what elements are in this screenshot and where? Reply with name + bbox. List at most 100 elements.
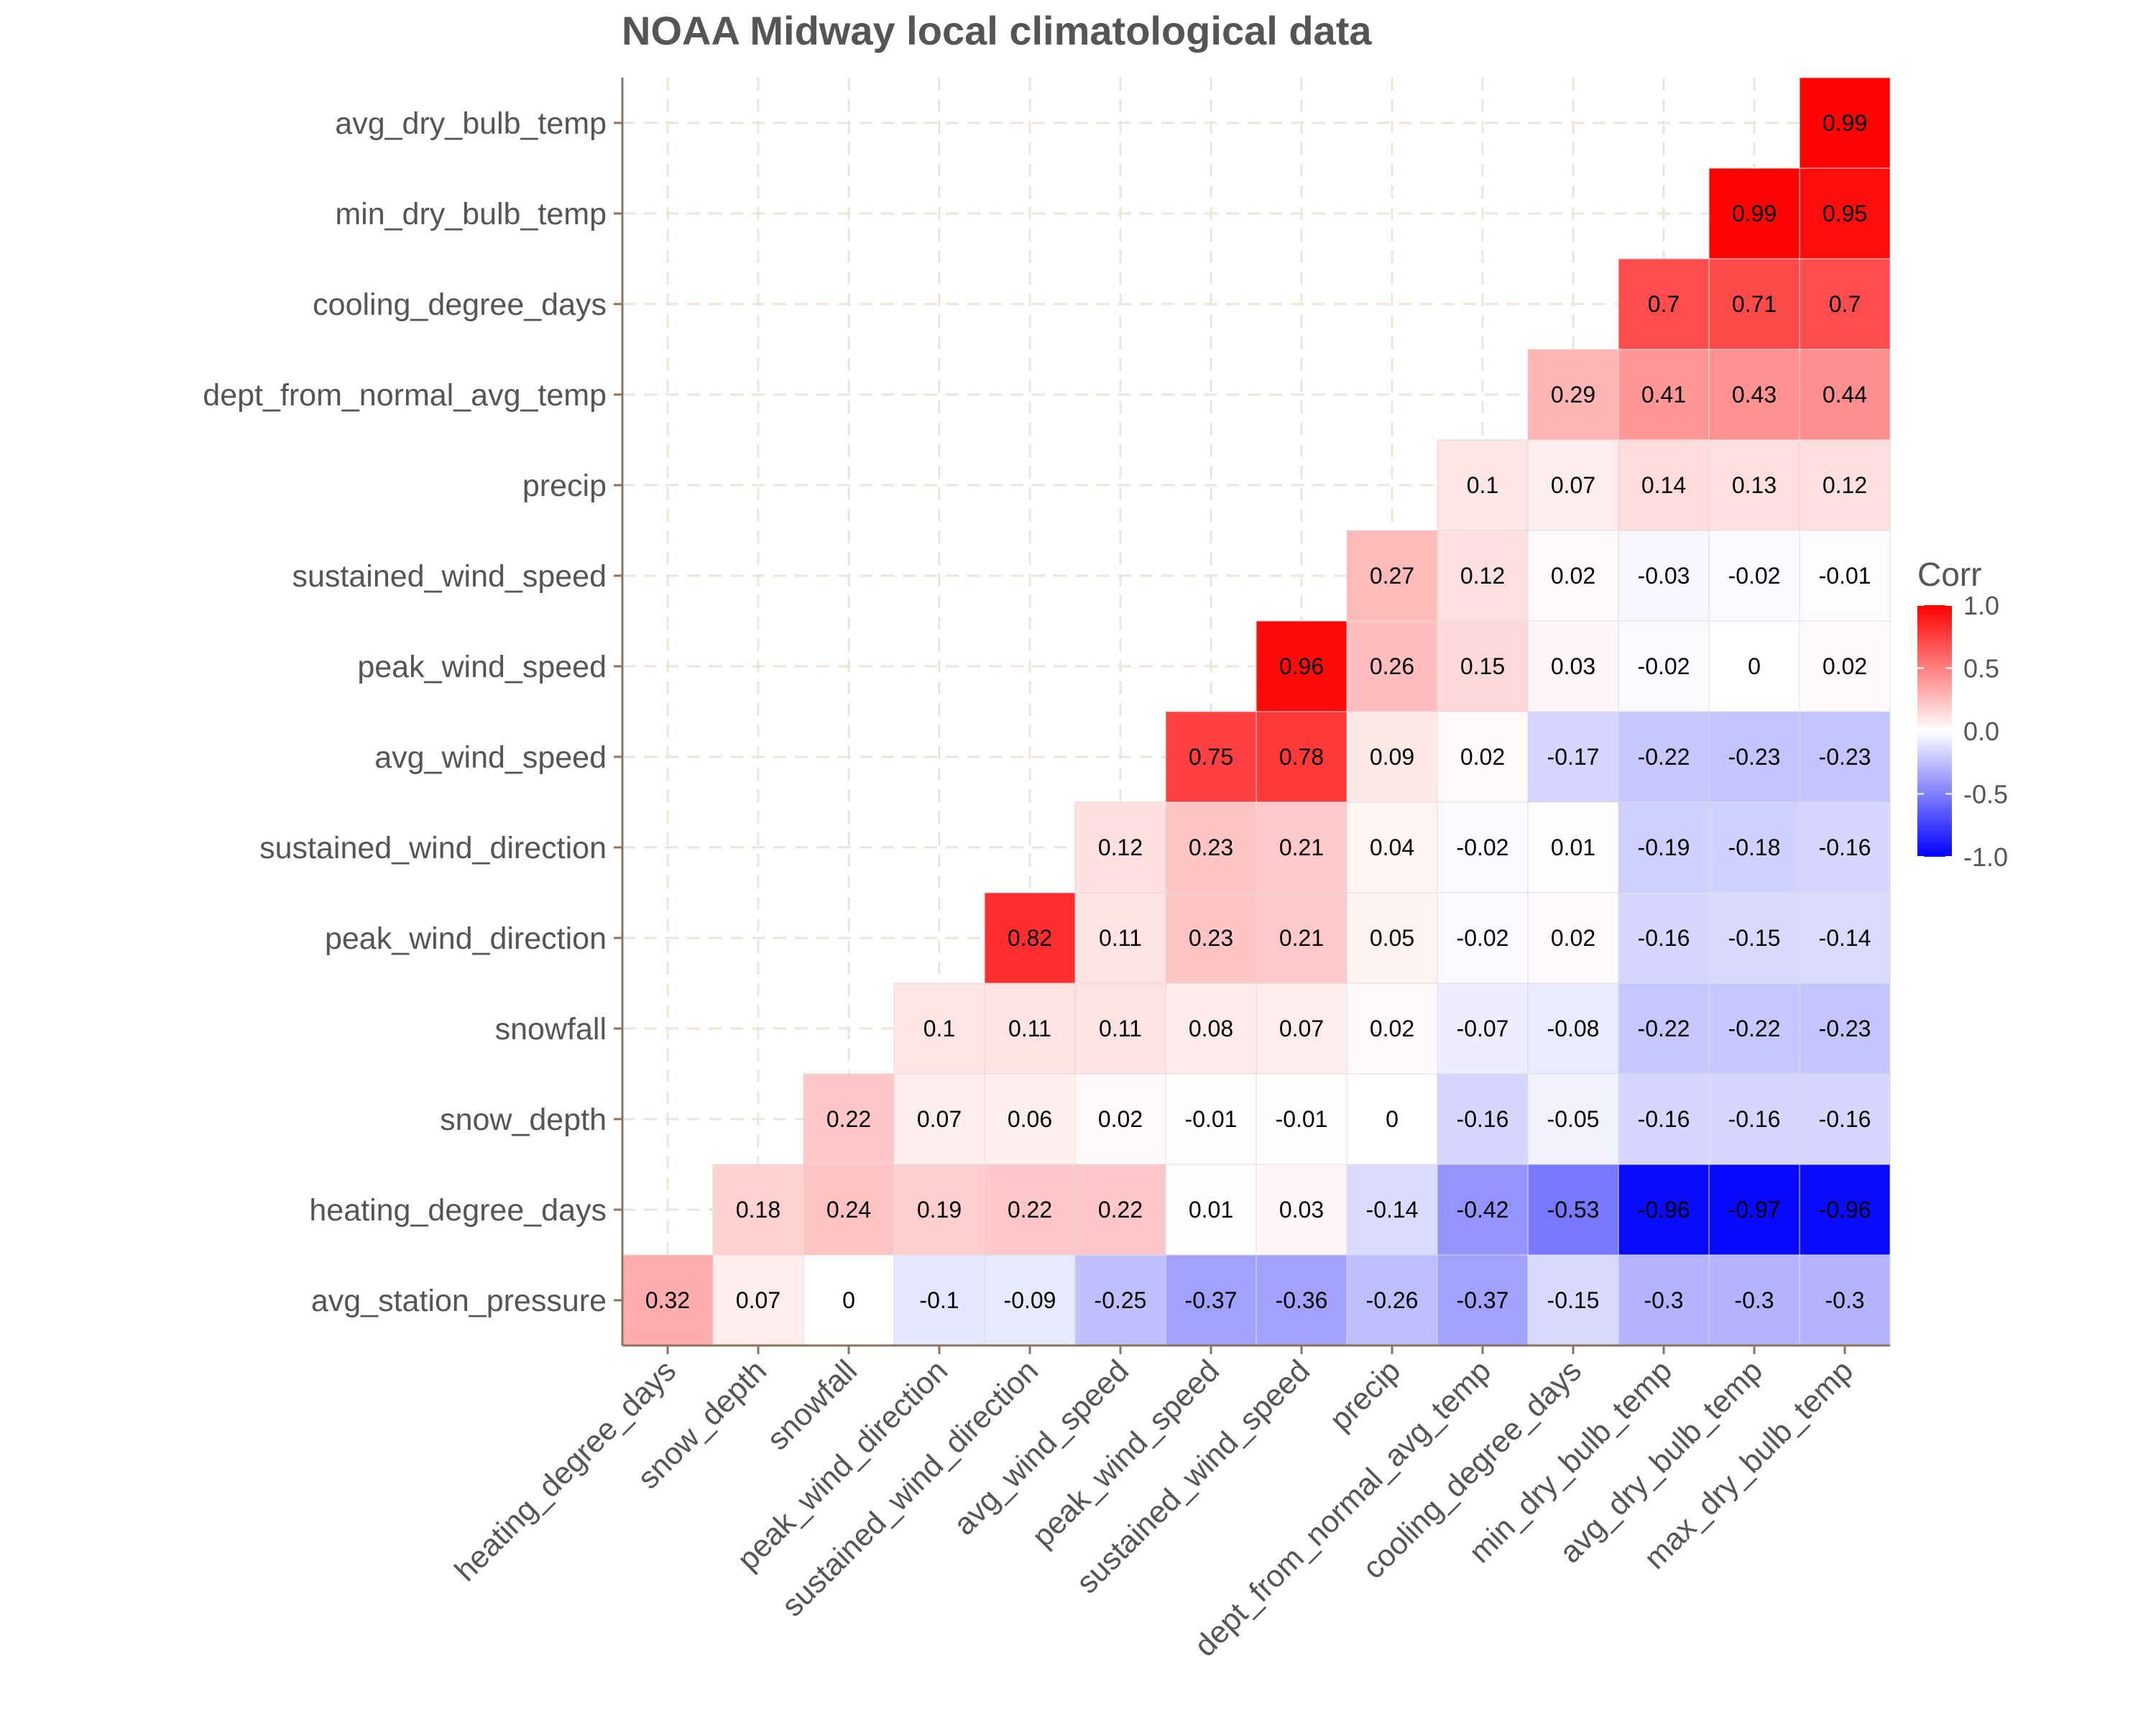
heatmap-cell [1527,1164,1619,1256]
cell-value-label: 0.01 [1189,1197,1233,1223]
cell-value-label: -0.15 [1547,1287,1600,1313]
cell-value-label: -0.36 [1276,1287,1328,1313]
heatmap-cell [1799,439,1891,531]
heatmap-cell [1799,711,1891,803]
cell-value-label: 0.11 [1008,1016,1051,1041]
heatmap-cell [712,1254,804,1346]
cell-value-label: 0.96 [1279,653,1324,679]
cell-value-label: 0.11 [1099,1016,1142,1041]
cell-value-label: -0.26 [1366,1287,1419,1313]
cell-value-label: 0.22 [826,1106,871,1132]
heatmap-cell [1346,1254,1438,1346]
cell-value-label: 0.22 [1008,1197,1052,1223]
cell-value-label: -0.1 [919,1287,959,1313]
heatmap-cell [1437,983,1529,1075]
cell-value-label: 0.02 [1551,925,1595,951]
heatmap-cell [984,1164,1076,1256]
y-tick-label: avg_station_pressure [311,1284,607,1318]
cell-value-label: 0.02 [1460,744,1505,770]
heatmap-cell [1437,620,1529,712]
heatmap-cell [1256,1164,1348,1256]
cell-value-label: -0.16 [1457,1106,1509,1132]
cell-value-label: 0.04 [1370,834,1414,860]
heatmap-cell [1527,892,1619,984]
cell-value-label: 0.23 [1189,834,1233,860]
cell-value-label: -0.14 [1819,925,1871,951]
cell-value-label: 0.32 [645,1287,690,1313]
heatmap-cell [893,1164,985,1256]
heatmap-cell [1346,801,1438,893]
cell-value-label: -0.03 [1638,563,1690,589]
cell-value-label: -0.96 [1819,1197,1871,1223]
y-tick-label: precip [522,469,607,503]
heatmap-cell [1618,892,1710,984]
y-tick-label: snowfall [495,1012,607,1046]
heatmap-cell [1165,711,1257,803]
cell-value-label: -0.05 [1547,1106,1600,1132]
cell-value-label: -0.3 [1825,1287,1864,1313]
heatmap-cell [1074,1073,1166,1165]
heatmap-cell [1618,258,1710,350]
heatmap-cell [1165,801,1257,893]
cell-value-label: -0.19 [1638,834,1690,860]
cell-value-label: 0.02 [1098,1106,1143,1132]
heatmap-cell [1618,801,1710,893]
heatmap-cell [1437,711,1529,803]
cell-value-label: 0.13 [1732,472,1777,498]
cell-value-label: -0.23 [1819,744,1871,770]
cell-value-label: 0.15 [1460,653,1505,679]
cell-value-label: 0.03 [1279,1197,1324,1223]
heatmap-cell [1618,439,1710,531]
heatmap-cell [1799,530,1891,622]
cell-value-label: 0.21 [1279,925,1324,951]
cell-value-label: 0.12 [1460,563,1505,589]
heatmap-cell [1437,1073,1529,1165]
cell-value-label: 0.07 [1279,1016,1324,1041]
legend-tick-label: -0.5 [1963,780,2008,809]
heatmap-cell [1256,801,1348,893]
cell-value-label: -0.3 [1734,1287,1774,1313]
heatmap-cell [1256,620,1348,712]
heatmap-cell [1527,983,1619,1075]
heatmap-cell [1799,1164,1891,1256]
heatmap-cell [1799,1254,1891,1346]
cell-value-label: 0.08 [1189,1016,1233,1041]
y-tick-label: snow_depth [440,1103,607,1137]
cell-value-label: -0.96 [1638,1197,1690,1223]
cell-value-label: 0.24 [826,1197,871,1223]
heatmap-cell [1799,349,1891,441]
heatmap-cell [893,983,985,1075]
legend: Corr 1.0 0.5 0.0 -0.5 -1.0 [1917,556,2008,872]
cell-value-label: 0.82 [1008,925,1052,951]
legend-tick-label: 0.5 [1963,654,1999,684]
cell-value-label: 0.1 [923,1016,955,1041]
heatmap-cell [1437,1254,1529,1346]
cell-value-label: -0.08 [1547,1016,1600,1041]
cell-value-label: 0.71 [1732,291,1777,317]
heatmap-cell [1708,258,1800,350]
heatmap-cells: 0.32 0.07 0 -0.1 -0.09 -0.25 -0.37 -0.36 -0.26 -0… [622,77,1891,1346]
heatmap-cell [803,1073,895,1165]
heatmap-cell [1074,892,1166,984]
cell-value-label: 0.05 [1370,925,1414,951]
cell-value-label: -0.23 [1728,744,1781,770]
cell-value-label: 0.78 [1279,744,1324,770]
cell-value-label: -0.18 [1728,834,1781,860]
cell-value-label: 0.1 [1467,472,1498,498]
cell-value-label: 0.26 [1370,653,1414,679]
legend-title: Corr [1917,556,1981,593]
heatmap-cell [803,1254,895,1346]
heatmap-cell [1074,1254,1166,1346]
cell-value-label: 0.27 [1370,563,1414,589]
heatmap-cell [1074,1164,1166,1256]
heatmap-cell [1437,1164,1529,1256]
y-tick-label: cooling_degree_days [313,288,607,322]
cell-value-label: 0.09 [1370,744,1414,770]
cell-value-label: 0.29 [1551,382,1595,408]
cell-value-label: -0.22 [1638,1016,1690,1041]
cell-value-label: -0.07 [1457,1016,1509,1041]
cell-value-label: 0.75 [1189,744,1233,770]
y-tick-label: min_dry_bulb_temp [335,197,607,231]
heatmap-cell [1165,1073,1257,1165]
cell-value-label: 0.18 [736,1197,780,1223]
